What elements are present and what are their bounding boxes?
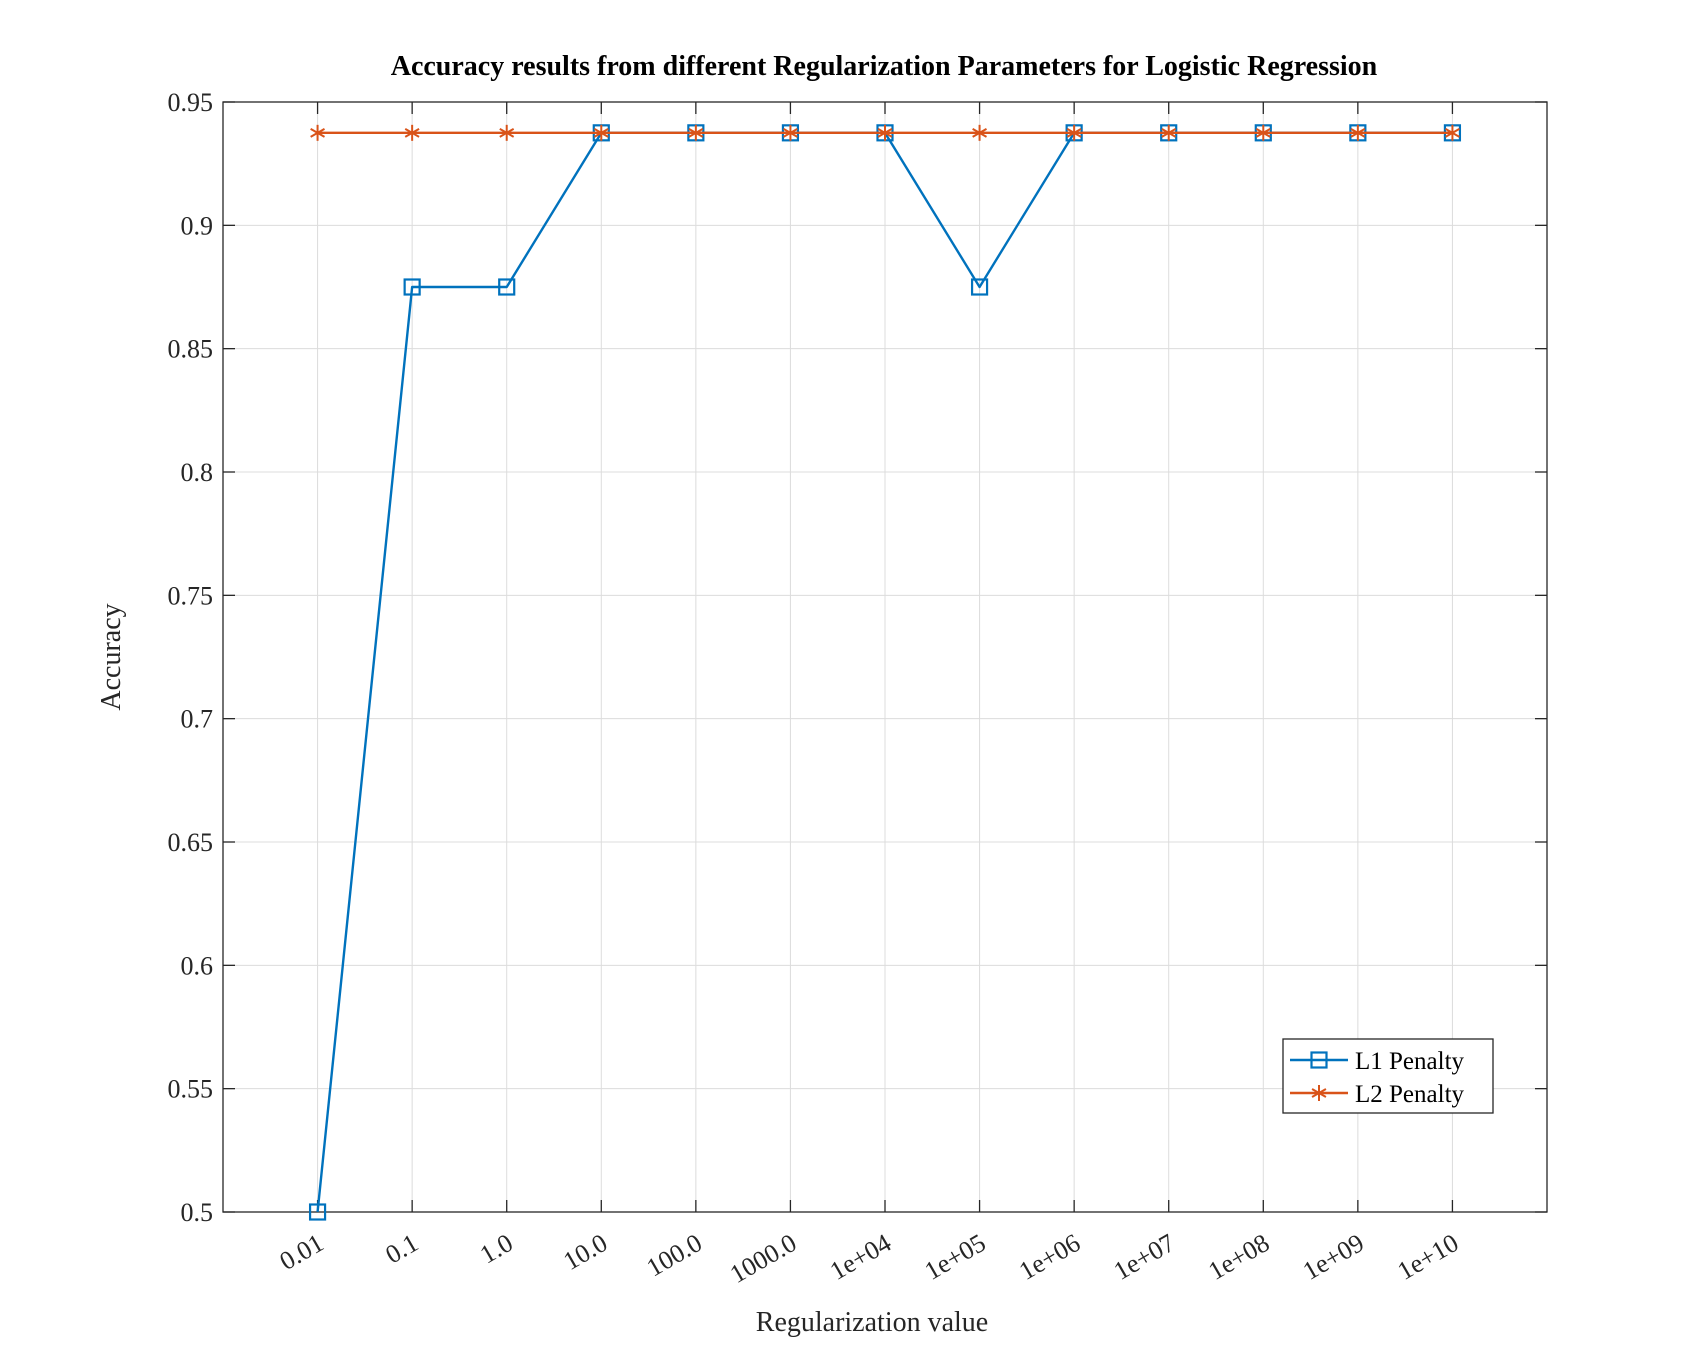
data-point [1255,124,1271,141]
data-point [593,124,609,141]
y-tick-label: 0.9 [181,211,214,240]
series-lines [308,124,1462,1221]
y-tick-label: 0.6 [181,951,214,980]
data-point [877,124,893,141]
data-point [1350,124,1366,141]
x-tick-labels: 0.01 0.1 1.0 10.0 100.0 1000.0 1e+04 1e+05 1e+06… [275,1228,1464,1289]
chart-title: Accuracy results from different Regulari… [391,51,1378,82]
x-tick-label: 1e+10 [1392,1228,1463,1286]
x-tick-label: 0.01 [275,1228,329,1276]
legend-marker [1310,1051,1328,1069]
y-tick-label: 0.85 [168,335,214,364]
legend-marker [1311,1085,1327,1101]
legend-entry: L2 Penalty [1290,1081,1465,1108]
data-point [783,124,798,141]
x-tick-label: 1e+08 [1203,1228,1274,1286]
y-axis-label: Accuracy [96,603,127,710]
x-tick-label: 0.1 [380,1228,423,1269]
x-tick-label: 100.0 [642,1228,707,1282]
y-tick-label: 0.75 [168,581,214,610]
y-tick-labels: 0.5 0.55 0.6 0.65 0.7 0.75 0.8 0.85 0.9 0.95 [168,88,214,1227]
x-tick-label: 1e+07 [1109,1228,1180,1286]
x-tick-label: 1e+09 [1298,1228,1369,1286]
y-tick-label: 0.95 [168,88,214,117]
x-tick-label: 1e+05 [920,1228,991,1286]
data-point [404,124,420,141]
data-point [498,278,516,296]
y-tick-label: 0.8 [181,458,214,487]
y-tick-label: 0.5 [181,1198,214,1227]
data-point [403,278,421,296]
data-point [499,124,515,141]
data-point [688,124,704,141]
series-2 [310,124,1460,141]
x-tick-label: 1e+06 [1014,1228,1085,1286]
x-axis-label: Regularization value [756,1307,988,1338]
x-tick-label: 10.0 [558,1228,612,1276]
data-point [308,1203,327,1221]
x-tick-label: 1.0 [475,1228,518,1269]
legend-label: L1 Penalty [1355,1048,1465,1075]
data-point [1161,124,1177,141]
data-point [972,124,987,141]
y-tick-label: 0.65 [168,828,214,857]
legend-label: L2 Penalty [1355,1081,1465,1108]
data-point [1066,124,1082,141]
legend-entry: L1 Penalty [1290,1048,1465,1075]
data-point [1445,124,1460,141]
x-tick-label: 1e+04 [825,1228,896,1286]
legend: L1 Penalty L2 Penalty [1282,1038,1494,1114]
y-tick-label: 0.7 [181,705,214,734]
data-point [970,278,989,296]
y-tick-label: 0.55 [168,1075,214,1104]
x-tick-label: 1000.0 [725,1228,801,1289]
data-point [310,124,325,141]
